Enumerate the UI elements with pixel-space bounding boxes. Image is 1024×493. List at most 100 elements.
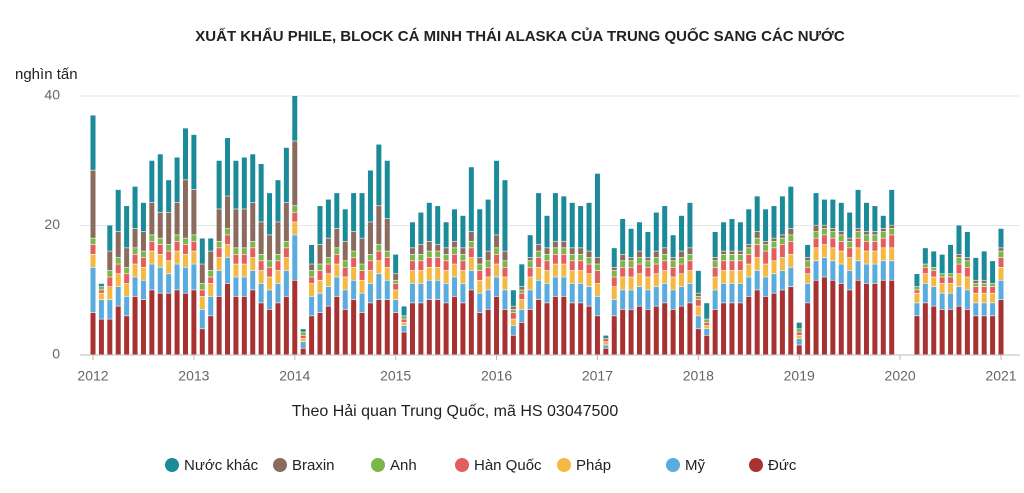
bar-segment	[409, 303, 415, 355]
bar-segment	[342, 209, 348, 242]
bar-segment	[586, 274, 592, 287]
bar-segment	[569, 283, 575, 303]
bar-segment	[393, 280, 399, 284]
bar-segment	[460, 303, 466, 355]
legend-label: Pháp	[576, 457, 611, 474]
bar-segment	[653, 306, 659, 355]
bar-segment	[771, 293, 777, 355]
bar-segment	[199, 309, 205, 329]
bar-segment	[788, 241, 794, 255]
bar-segment	[409, 254, 415, 261]
bar-segment	[620, 267, 626, 277]
bar-segment	[98, 290, 104, 293]
bar-segment	[998, 299, 1004, 355]
bar-segment	[586, 202, 592, 251]
bar-segment	[182, 128, 188, 180]
bar-segment	[628, 261, 634, 267]
bar-segment	[325, 199, 331, 238]
bar-segment	[679, 251, 685, 258]
bar-segment	[746, 209, 752, 245]
bar-segment	[821, 228, 827, 235]
bar-segment	[241, 209, 247, 248]
bar-segment	[552, 296, 558, 355]
bar-segment	[225, 257, 231, 284]
bar-segment	[662, 261, 668, 271]
x-tick-label: 2021	[985, 368, 1016, 384]
bar-segment	[561, 277, 567, 297]
bar-segment	[922, 267, 928, 274]
bar-segment	[199, 296, 205, 310]
bar-segment	[115, 231, 121, 258]
bar-segment	[679, 306, 685, 355]
bar-segment	[367, 222, 373, 255]
bar-segment	[519, 290, 525, 293]
bar-segment	[636, 264, 642, 274]
bar-segment	[208, 251, 214, 271]
bar-segment	[990, 283, 996, 287]
bar-segment	[376, 251, 382, 261]
bar-segment	[729, 219, 735, 251]
bar-segment	[98, 293, 104, 300]
bar-segment	[569, 254, 575, 261]
bar-segment	[149, 264, 155, 290]
bar-segment	[746, 254, 752, 264]
bar-segment	[662, 248, 668, 255]
bar-segment	[519, 322, 525, 355]
bar-segment	[426, 267, 432, 280]
bar-segment	[561, 248, 567, 255]
bar-segment	[208, 296, 214, 316]
bar-segment	[611, 270, 617, 277]
bar-segment	[317, 293, 323, 313]
bar-segment	[695, 306, 701, 316]
legend-swatch	[749, 458, 763, 472]
bar-segment	[124, 248, 130, 267]
bar-segment	[460, 283, 466, 303]
bar-segment	[98, 283, 104, 287]
bar-segment	[283, 270, 289, 297]
bar-segment	[124, 283, 130, 297]
bar-segment	[250, 257, 256, 271]
bar-segment	[628, 267, 634, 277]
bar-segment	[578, 270, 584, 284]
bar-segment	[241, 248, 247, 255]
bar-segment	[376, 274, 382, 300]
bar-segment	[140, 251, 146, 258]
bar-segment	[384, 251, 390, 258]
bar-segment	[140, 280, 146, 300]
bar-segment	[964, 231, 970, 258]
bar-segment	[494, 248, 500, 255]
bar-segment	[510, 335, 516, 355]
bar-segment	[132, 186, 138, 229]
bar-segment	[670, 290, 676, 310]
bar-segment	[166, 261, 172, 274]
bar-segment	[712, 277, 718, 290]
bar-segment	[140, 231, 146, 251]
legend-swatch	[165, 458, 179, 472]
bar-segment	[796, 345, 802, 355]
bar-segment	[191, 235, 197, 242]
bar-segment	[418, 270, 424, 284]
bar-segment	[872, 231, 878, 235]
bar-segment	[712, 261, 718, 267]
bar-segment	[964, 290, 970, 310]
bar-segment	[426, 251, 432, 258]
bar-segment	[157, 244, 163, 255]
bar-segment	[721, 261, 727, 271]
bar-segment	[132, 296, 138, 355]
bar-segment	[998, 228, 1004, 248]
bar-segment	[477, 280, 483, 293]
bar-segment	[208, 238, 214, 251]
bar-segment	[250, 241, 256, 248]
bar-segment	[460, 248, 466, 255]
bar-segment	[552, 254, 558, 264]
bar-segment	[325, 287, 331, 306]
bar-segment	[426, 299, 432, 355]
bar-segment	[359, 312, 365, 355]
legend-swatch	[557, 458, 571, 472]
bar-segment	[452, 264, 458, 277]
bar-segment	[494, 264, 500, 277]
bar-segment	[712, 267, 718, 277]
bar-segment	[342, 277, 348, 290]
bar-segment	[166, 251, 172, 261]
bar-segment	[527, 309, 533, 355]
